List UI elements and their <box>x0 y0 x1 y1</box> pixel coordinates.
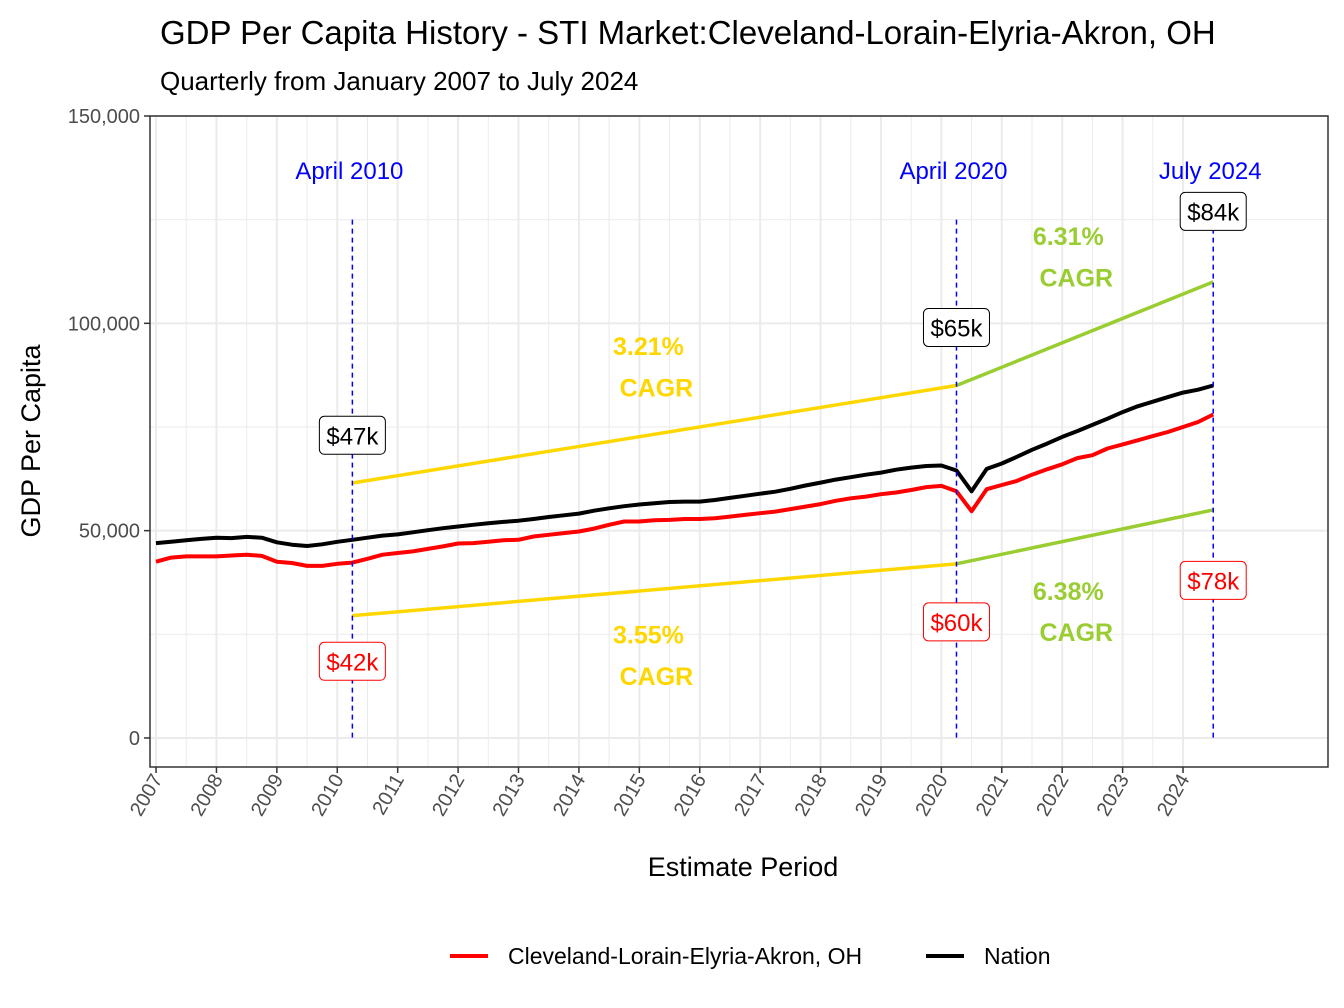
value-label-box <box>318 415 386 455</box>
cagr-line-3 <box>956 508 1214 566</box>
plot-panel-border <box>149 115 1329 768</box>
x-tick-label: 2015 <box>609 771 650 821</box>
cagr-percent-label-0: 3.21% <box>613 333 684 361</box>
x-tick-label: 2014 <box>549 771 590 821</box>
value-label-text: $65k <box>930 315 983 342</box>
chart-title: GDP Per Capita History - STI Market:Clev… <box>160 14 1216 51</box>
cagr-word-label-3: CAGR <box>1039 619 1113 647</box>
x-axis-title: Estimate Period <box>648 852 839 882</box>
x-tick-label: 2008 <box>186 771 227 821</box>
reference-label-1: April 2020 <box>899 158 1007 185</box>
x-tick-label: 2020 <box>911 771 952 821</box>
x-tick-label: 2013 <box>489 771 530 821</box>
value-label-box <box>1179 560 1247 600</box>
cagr-line-1 <box>352 562 957 618</box>
x-tick-label: 2012 <box>428 771 469 821</box>
legend: Cleveland-Lorain-Elyria-Akron, OH Nation <box>450 943 1050 969</box>
value-label-text: $42k <box>326 649 379 676</box>
cagr-percent-label-3: 6.38% <box>1033 578 1104 606</box>
reference-label-0: April 2010 <box>295 158 403 185</box>
chart-subtitle: Quarterly from January 2007 to July 2024 <box>160 66 638 96</box>
x-tick-label: 2007 <box>126 771 167 821</box>
value-label-text: $78k <box>1187 568 1240 595</box>
value-label-box <box>1179 191 1247 231</box>
y-axis-title: GDP Per Capita <box>16 343 46 537</box>
cagr-line-0 <box>352 383 957 485</box>
cagr-line-2 <box>955 280 1214 388</box>
value-label-text: $60k <box>930 610 983 637</box>
grid-lines <box>150 115 1328 767</box>
reference-label-2: July 2024 <box>1159 158 1262 185</box>
x-tick-label: 2019 <box>851 771 892 821</box>
value-label-text: $84k <box>1187 199 1240 226</box>
cagr-word-label-1: CAGR <box>620 663 694 691</box>
y-tick-label: 100,000 <box>68 313 140 335</box>
legend-label-series-1: Nation <box>984 943 1050 969</box>
legend-label-series-0: Cleveland-Lorain-Elyria-Akron, OH <box>508 943 862 969</box>
value-label-box <box>922 307 990 347</box>
x-tick-label: 2010 <box>307 771 348 821</box>
value-label-box <box>922 602 990 642</box>
value-label-text: $47k <box>326 423 379 450</box>
x-tick-label: 2023 <box>1093 771 1134 821</box>
y-tick-label: 0 <box>129 728 140 750</box>
series-line-0 <box>155 412 1215 568</box>
x-tick-label: 2021 <box>972 771 1013 821</box>
value-label-3: $60k <box>922 602 990 642</box>
x-tick-label: 2011 <box>368 771 409 819</box>
x-tick-label: 2022 <box>1032 771 1073 821</box>
x-tick-label: 2016 <box>670 771 711 821</box>
plot-marks: April 2010 April 2020 July 2024 3.21% CAGR 3.… <box>155 158 1262 738</box>
cagr-percent-label-1: 3.55% <box>613 621 684 649</box>
value-label-2: $65k <box>922 307 990 347</box>
x-tick-label: 2009 <box>247 771 288 821</box>
x-tick-label: 2017 <box>730 771 771 821</box>
cagr-word-label-0: CAGR <box>620 375 694 403</box>
value-label-5: $78k <box>1179 560 1247 600</box>
y-tick-label: 50,000 <box>79 521 140 543</box>
value-label-4: $84k <box>1179 191 1247 231</box>
value-label-box <box>318 641 386 681</box>
x-tick-label: 2024 <box>1153 771 1194 821</box>
value-label-1: $42k <box>318 641 386 681</box>
axes: 0 50,000 100,000 150,000 2007 2008 2009 2010 201… <box>68 106 1195 820</box>
y-tick-label: 150,000 <box>68 106 140 128</box>
cagr-percent-label-2: 6.31% <box>1033 223 1104 251</box>
series-line-1 <box>155 383 1214 548</box>
value-label-0: $47k <box>318 415 386 455</box>
cagr-word-label-2: CAGR <box>1039 265 1113 293</box>
x-tick-label: 2018 <box>791 771 832 821</box>
